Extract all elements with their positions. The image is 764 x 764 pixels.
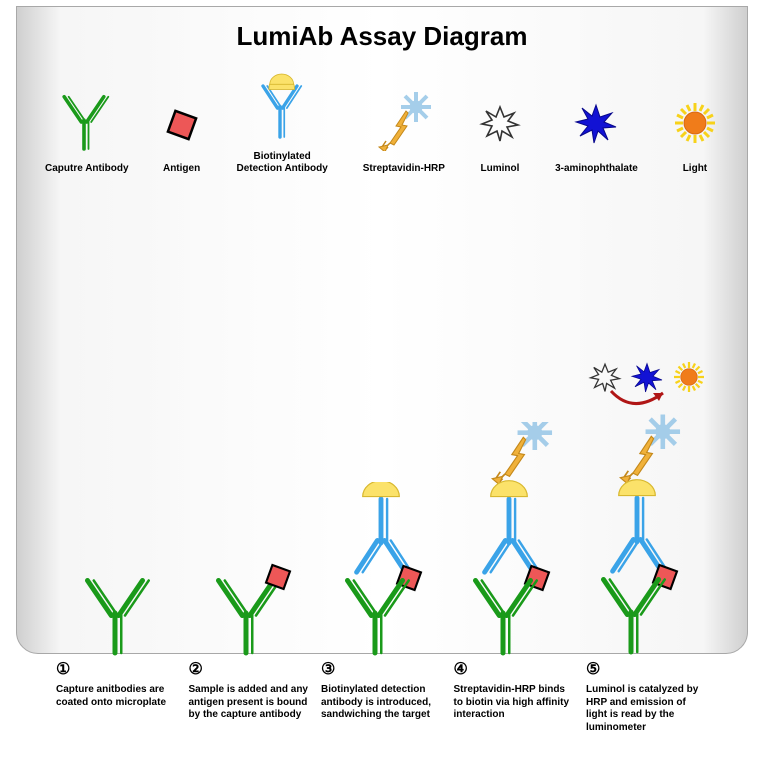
step-captions: ① Capture anitbodies are coated onto mic…: [56, 660, 708, 734]
microplate-container: LumiAb Assay Diagram Caputre Antibody An…: [16, 6, 748, 654]
legend-antigen: Antigen: [162, 89, 202, 175]
legend-amino: 3-aminophthalate: [555, 89, 638, 175]
hrp-icon: [376, 89, 432, 151]
step-3-graphic: [322, 357, 442, 657]
step-number: ④: [454, 660, 576, 680]
diagram-title: LumiAb Assay Diagram: [17, 21, 747, 52]
caption-1: ① Capture anitbodies are coated onto mic…: [56, 660, 178, 734]
step-5-graphic: [587, 357, 707, 657]
caption-3: ③ Biotinylated detection antibody is int…: [321, 660, 443, 734]
steps-row: [57, 357, 707, 657]
legend-label: Luminol: [481, 163, 520, 175]
step-number: ③: [321, 660, 443, 680]
step-text: Capture anitbodies are coated onto micro…: [56, 684, 166, 708]
legend-light: Light: [671, 89, 719, 175]
caption-2: ② Sample is added and any antigen presen…: [189, 660, 311, 734]
legend-label: Antigen: [163, 163, 200, 175]
step-text: Streptavidin-HRP binds to biotin via hig…: [454, 684, 570, 720]
detection-antibody-icon: [255, 77, 309, 139]
legend-label: 3-aminophthalate: [555, 163, 638, 175]
legend-detection-antibody: Biotinylated Detection Antibody: [235, 77, 330, 175]
step-text: Sample is added and any antigen present …: [189, 684, 308, 720]
step-text: Luminol is catalyzed by HRP and emission…: [586, 684, 698, 733]
light-icon: [671, 89, 719, 151]
legend-luminol: Luminol: [478, 89, 522, 175]
legend-row: Caputre Antibody Antigen Biotinylated De…: [45, 77, 719, 175]
luminol-icon: [478, 89, 522, 151]
step-number: ⑤: [586, 660, 708, 680]
step-text: Biotinylated detection antibody is intro…: [321, 684, 431, 720]
step-1-graphic: [57, 357, 177, 657]
legend-label: Streptavidin-HRP: [363, 163, 445, 175]
caption-5: ⑤ Luminol is catalyzed by HRP and emissi…: [586, 660, 708, 734]
legend-label: Biotinylated Detection Antibody: [235, 151, 330, 175]
legend-capture-antibody: Caputre Antibody: [45, 89, 129, 175]
legend-label: Light: [683, 163, 707, 175]
step-number: ①: [56, 660, 178, 680]
step-number: ②: [189, 660, 311, 680]
amino-icon: [573, 89, 619, 151]
legend-hrp: Streptavidin-HRP: [363, 89, 445, 175]
antigen-icon: [162, 89, 202, 151]
legend-label: Caputre Antibody: [45, 163, 129, 175]
capture-antibody-icon: [62, 89, 112, 151]
step-2-graphic: [190, 357, 310, 657]
caption-4: ④ Streptavidin-HRP binds to biotin via h…: [454, 660, 576, 734]
step-4-graphic: [455, 357, 575, 657]
